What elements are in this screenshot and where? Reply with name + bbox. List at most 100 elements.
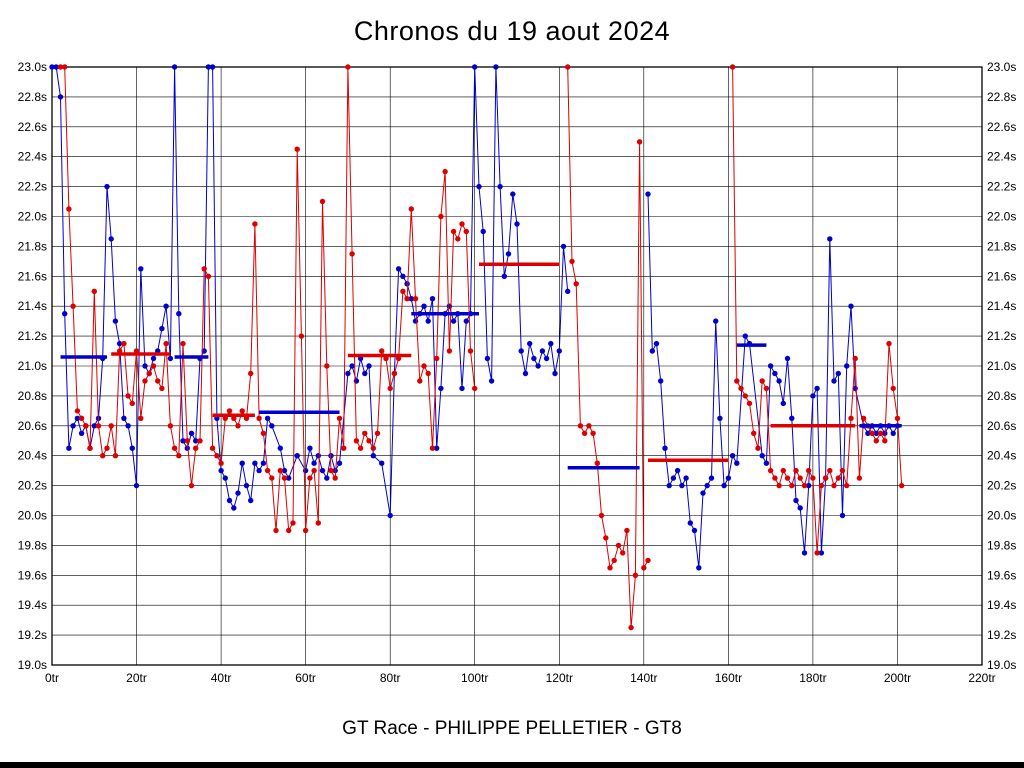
- svg-text:22.2s: 22.2s: [18, 180, 47, 194]
- lap-point: [459, 221, 465, 227]
- lap-point: [87, 445, 93, 451]
- lap-point: [734, 378, 740, 384]
- lap-point: [315, 520, 321, 526]
- lap-point: [104, 183, 110, 190]
- lap-point: [560, 243, 567, 250]
- svg-text:23.0s: 23.0s: [18, 60, 47, 74]
- lap-point: [142, 378, 148, 384]
- lap-point: [459, 385, 465, 392]
- lap-point: [319, 198, 326, 205]
- lap-point: [721, 482, 727, 489]
- lap-point: [277, 445, 283, 451]
- lap-point: [734, 460, 740, 466]
- lap-point: [374, 430, 381, 436]
- lap-point: [780, 467, 786, 474]
- lap-point: [543, 355, 550, 362]
- lap-point: [463, 318, 469, 324]
- lap-point: [831, 378, 837, 384]
- svg-text:0tr: 0tr: [45, 671, 59, 685]
- lap-point: [395, 266, 402, 272]
- svg-text:22.8s: 22.8s: [987, 90, 1016, 104]
- lap-point: [112, 453, 119, 459]
- svg-text:19.2s: 19.2s: [18, 628, 47, 642]
- lap-point: [535, 363, 541, 369]
- lap-point: [569, 258, 575, 265]
- lap-point: [408, 296, 414, 302]
- lap-point: [155, 378, 161, 384]
- lap-point: [205, 273, 212, 279]
- lap-point: [180, 438, 186, 444]
- lap-point: [324, 475, 330, 481]
- lap-point: [70, 423, 76, 429]
- lap-point: [645, 191, 651, 197]
- lap-point: [277, 467, 283, 474]
- lap-point: [112, 318, 119, 324]
- lap-point: [125, 393, 131, 399]
- lap-point: [611, 557, 617, 564]
- lap-point: [780, 400, 786, 407]
- lap-point: [417, 378, 423, 384]
- lap-point: [83, 423, 89, 429]
- lap-point: [70, 303, 76, 309]
- svg-text:140tr: 140tr: [630, 671, 657, 685]
- lap-point: [150, 355, 157, 362]
- lap-point: [581, 430, 588, 436]
- lap-point: [835, 475, 841, 481]
- lap-point: [193, 445, 199, 451]
- lap-point: [57, 94, 64, 100]
- lap-point: [341, 445, 347, 451]
- svg-text:21.2s: 21.2s: [987, 329, 1016, 343]
- lap-point: [49, 64, 55, 70]
- lap-point: [404, 296, 410, 302]
- lap-point: [239, 460, 245, 466]
- lap-point: [188, 430, 195, 436]
- x-axis-labels: 0tr 20tr 40tr 60tr 80tr 100tr 120tr 140tr 160tr 1…: [45, 671, 996, 685]
- lap-point: [159, 385, 165, 392]
- lap-point: [708, 475, 715, 481]
- lap-point: [510, 191, 516, 197]
- lap-point: [801, 550, 808, 556]
- svg-text:20.2s: 20.2s: [987, 479, 1016, 493]
- svg-text:21.6s: 21.6s: [18, 269, 47, 283]
- lap-point: [66, 445, 72, 451]
- lap-point: [772, 370, 778, 377]
- lap-point: [869, 430, 875, 436]
- lap-point: [260, 460, 267, 466]
- lap-point: [450, 228, 457, 235]
- lap-point: [666, 482, 672, 489]
- lap-point: [577, 423, 584, 429]
- lap-point: [332, 475, 338, 481]
- lap-point: [163, 303, 169, 309]
- lap-point: [248, 370, 254, 377]
- lap-point: [767, 467, 774, 474]
- lap-point: [763, 460, 770, 466]
- lap-point: [873, 430, 879, 436]
- lap-point: [222, 475, 228, 481]
- lap-point: [349, 251, 355, 257]
- lap-point: [209, 445, 216, 451]
- lap-point: [400, 273, 406, 279]
- lap-point: [463, 228, 469, 235]
- lap-point: [57, 64, 64, 70]
- lap-point: [129, 400, 135, 407]
- svg-text:21.4s: 21.4s: [18, 299, 47, 313]
- svg-text:21.6s: 21.6s: [987, 269, 1016, 283]
- lap-point: [704, 482, 710, 489]
- series-line-red-driver: [60, 66, 903, 628]
- lap-point: [286, 475, 292, 481]
- lap-point: [281, 475, 288, 481]
- lap-point: [552, 370, 558, 377]
- lap-point: [387, 385, 393, 392]
- lap-point: [848, 303, 854, 309]
- lap-point: [827, 236, 833, 242]
- lap-point: [53, 64, 59, 70]
- lap-point: [379, 460, 385, 466]
- lap-point: [632, 572, 639, 578]
- lap-point: [421, 363, 427, 369]
- lap-point: [810, 475, 816, 481]
- lap-point: [488, 378, 495, 384]
- lap-point: [603, 535, 609, 541]
- svg-text:21.8s: 21.8s: [18, 239, 47, 253]
- lap-point: [615, 542, 622, 549]
- lap-point: [598, 512, 605, 519]
